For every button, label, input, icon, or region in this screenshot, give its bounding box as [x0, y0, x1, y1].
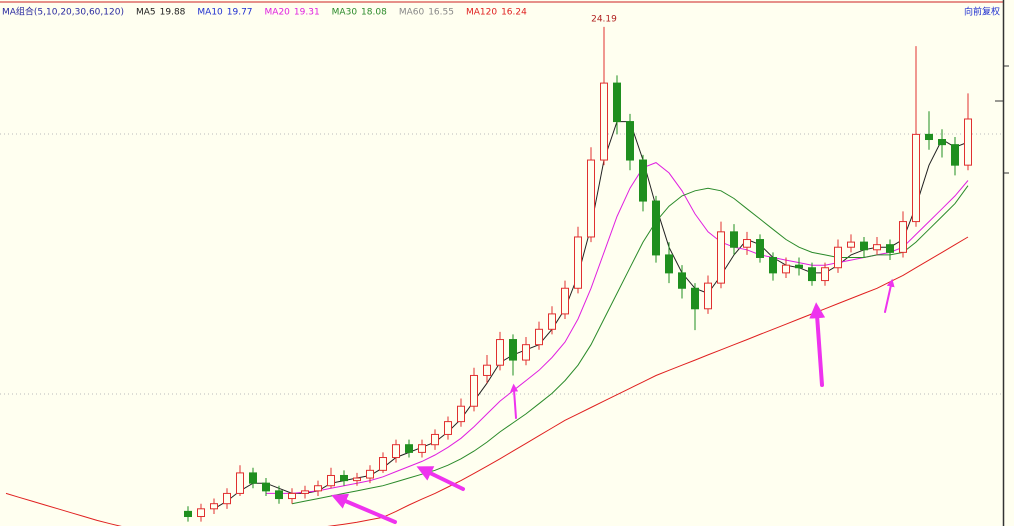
legend-value: 16.24 — [501, 8, 527, 18]
legend-name: MA120 — [466, 8, 497, 18]
candle-body — [197, 508, 205, 518]
candle-body — [600, 82, 608, 161]
candle-body — [860, 241, 868, 251]
candle-body — [327, 474, 335, 487]
candle-body — [561, 287, 569, 315]
arrow — [331, 493, 397, 524]
candle-body — [340, 474, 348, 482]
candle-body — [925, 133, 933, 141]
legend-name: MA10 — [197, 8, 223, 18]
candle-body — [834, 246, 842, 269]
candle-body — [899, 221, 907, 253]
candle-body — [704, 282, 712, 310]
candle-body — [873, 244, 881, 251]
candle-body — [678, 272, 686, 289]
candle-body — [912, 133, 920, 223]
arrows — [331, 278, 895, 524]
candle-body — [405, 444, 413, 453]
candle-body — [457, 405, 465, 423]
ma-line — [291, 185, 969, 505]
high-label: 24.19 — [591, 14, 617, 24]
candle-body — [509, 339, 517, 361]
candle-body — [314, 485, 322, 492]
candle-body — [574, 236, 582, 289]
legend-value: 19.88 — [160, 8, 186, 18]
candle-body — [613, 82, 621, 123]
arrow — [809, 302, 826, 387]
candle-body — [769, 256, 777, 274]
candle-body — [730, 231, 738, 248]
candle-body — [444, 421, 452, 435]
candle-body — [184, 510, 192, 518]
candle-body — [379, 457, 387, 471]
candle-body — [223, 492, 231, 505]
candle-body — [392, 444, 400, 459]
arrow — [884, 278, 895, 313]
candle-body — [795, 264, 803, 269]
ma-line — [266, 162, 969, 494]
legend-value: 16.55 — [428, 8, 454, 18]
candle-body — [301, 490, 309, 494]
candle-body — [717, 231, 725, 284]
candle-body — [886, 244, 894, 253]
candle-body — [626, 121, 634, 161]
candle-body — [470, 374, 478, 407]
candle-body — [353, 477, 361, 482]
candle-body — [847, 241, 855, 248]
candle-body — [483, 364, 491, 376]
candle-body — [418, 444, 426, 453]
candle-body — [210, 503, 218, 510]
legend-title: MA组合(5,10,20,30,60,120) — [2, 6, 124, 18]
legend-name: MA20 — [265, 8, 291, 18]
candle-body — [249, 472, 257, 484]
legend-value: 19.77 — [227, 8, 253, 18]
legend-name: MA30 — [332, 8, 358, 18]
candle-body — [496, 339, 504, 366]
candle-body — [691, 287, 699, 310]
candle-body — [743, 239, 751, 248]
candle-body — [756, 239, 764, 258]
candle-body — [587, 159, 595, 238]
candle-body — [275, 490, 283, 500]
candle-body — [366, 469, 374, 479]
candle-body — [665, 254, 673, 274]
ma-line — [5, 236, 969, 526]
candle-body — [548, 313, 556, 330]
arrow — [416, 466, 465, 491]
candle-body — [522, 344, 530, 361]
arrow — [510, 383, 519, 419]
candle-body — [236, 472, 244, 494]
plot-area — [5, 26, 972, 526]
candle-body — [938, 139, 946, 146]
adjust-mode[interactable]: 向前复权 — [964, 6, 1000, 18]
candle-body — [262, 482, 270, 492]
candle-body — [821, 267, 829, 282]
candle-body — [652, 200, 660, 256]
candle-body — [431, 433, 439, 446]
candle-body — [964, 118, 972, 166]
candle-body — [535, 328, 543, 346]
candle-body — [782, 264, 790, 274]
legend-name: MA5 — [136, 8, 156, 18]
candle-body — [808, 267, 816, 282]
candle-body — [288, 492, 296, 500]
legend-name: MA60 — [399, 8, 425, 18]
candle-body — [951, 144, 959, 166]
legend-value: 18.08 — [361, 8, 387, 18]
legend-value: 19.31 — [294, 8, 320, 18]
candle-body — [639, 159, 647, 202]
